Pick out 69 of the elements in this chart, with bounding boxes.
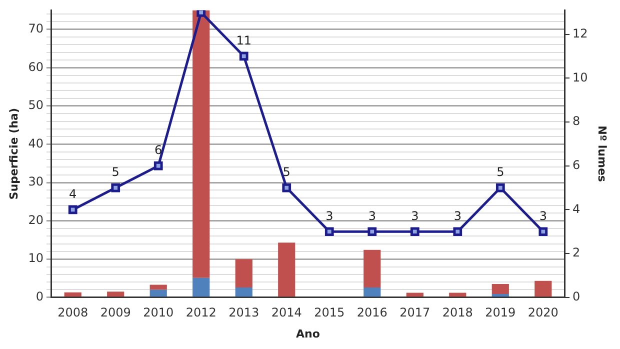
point <box>68 205 78 214</box>
bar <box>150 284 167 290</box>
y2-tick-label: 12 <box>572 26 588 40</box>
y-tick-label: 70 <box>28 21 44 36</box>
bar <box>278 242 296 297</box>
data-label: 6 <box>154 142 162 157</box>
x-tick-label: 2010 <box>143 306 174 320</box>
x-tick-label: 2018 <box>442 306 473 320</box>
y-tick-label: 60 <box>28 60 44 74</box>
x-tick-label: 2017 <box>400 306 430 320</box>
point <box>410 227 420 236</box>
point <box>154 161 163 170</box>
x-tick-label: 2020 <box>528 306 558 320</box>
x-tick-label: 2012 <box>186 306 216 320</box>
y2-tick-label: 4 <box>572 202 580 216</box>
y-tick-label: 10 <box>28 251 44 266</box>
point <box>496 183 505 192</box>
point <box>196 10 206 17</box>
y-tick-label: 20 <box>28 212 44 227</box>
bar <box>492 284 509 294</box>
bar <box>150 290 167 297</box>
bar <box>192 10 210 278</box>
bar <box>235 287 252 297</box>
x-tick-label: 2013 <box>228 306 260 320</box>
x-tick-label: 2009 <box>100 306 131 320</box>
bar <box>534 280 552 297</box>
bar <box>364 250 381 288</box>
data-label: 3 <box>326 208 334 223</box>
bar <box>235 259 252 288</box>
y-tick-label: 30 <box>28 174 44 189</box>
y2-tick-label: 8 <box>572 114 580 128</box>
point <box>239 52 248 61</box>
point <box>453 227 462 236</box>
data-label: 5 <box>112 164 120 179</box>
bar <box>64 292 82 297</box>
y2-tick-label: 10 <box>572 70 588 84</box>
point <box>368 227 377 236</box>
y-tick-label: 0 <box>36 290 44 304</box>
point <box>538 227 548 236</box>
data-label: 3 <box>454 208 462 223</box>
bar <box>406 292 424 297</box>
point <box>324 227 334 236</box>
y2-tick-label: 6 <box>572 158 580 172</box>
data-label: 11 <box>236 33 252 48</box>
point <box>111 183 120 192</box>
bar <box>449 292 466 297</box>
data-label: 5 <box>282 164 290 179</box>
data-label: 5 <box>496 164 504 179</box>
y2-axis-title: Nº lumes <box>596 126 609 182</box>
bar <box>364 287 381 297</box>
y2-tick-label: 0 <box>572 290 580 304</box>
x-tick-label: 2008 <box>58 306 88 320</box>
y-axis-title: Superficie (ha) <box>7 108 20 200</box>
bar <box>107 292 124 297</box>
x-tick-label: 2014 <box>271 306 302 320</box>
data-label: 4 <box>69 186 77 201</box>
data-label: 3 <box>411 208 419 223</box>
x-tick-label: 2019 <box>485 306 516 320</box>
x-tick-label: 2016 <box>356 306 388 320</box>
bar <box>492 294 509 297</box>
data-label: 3 <box>539 208 547 223</box>
y-tick-label: 40 <box>28 136 44 150</box>
x-axis-title: Ano <box>296 327 320 340</box>
y2-tick-label: 2 <box>572 246 580 260</box>
data-label: 3 <box>368 208 376 223</box>
bar <box>192 278 210 297</box>
y-tick-label: 50 <box>28 98 44 112</box>
point <box>282 183 292 192</box>
x-tick-label: 2015 <box>314 306 345 320</box>
